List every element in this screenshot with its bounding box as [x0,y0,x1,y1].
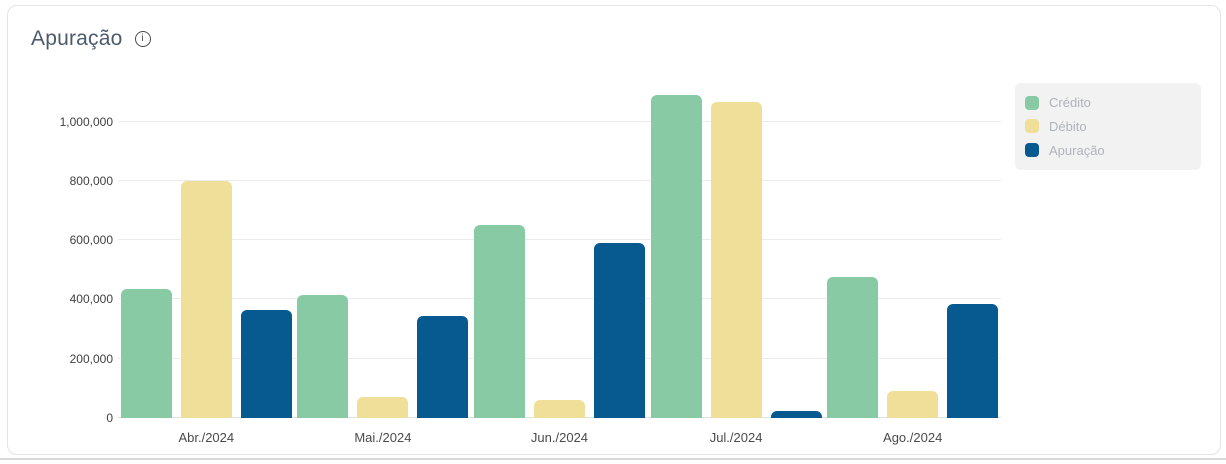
bar-credito[interactable] [650,94,702,418]
bar-debito[interactable] [357,397,409,418]
legend-item[interactable]: Apuração [1025,143,1191,158]
grid-line [118,120,1001,122]
bar-credito[interactable] [297,295,349,418]
chart-plot-area [118,92,1001,418]
x-axis-label: Ago./2024 [883,430,943,445]
page-title: Apuração [31,27,123,50]
bar-group [118,92,295,418]
x-axis-label: Abr./2024 [178,430,235,445]
legend-swatch [1025,119,1039,134]
section-divider [0,458,1226,460]
grid-line [118,298,1001,300]
bar-debito[interactable] [710,102,762,418]
y-axis: 0 200,000 400,000 600,000 800,000 1,000,000 [8,92,113,425]
bar-apuracao[interactable] [770,410,822,418]
legend-swatch [1025,143,1039,158]
legend-label: Débito [1049,118,1087,134]
bar-apuracao[interactable] [593,243,645,418]
grid-line [118,357,1001,359]
card-header: Apuração i [31,27,151,51]
info-icon[interactable]: i [134,31,151,47]
y-axis-label: 800,000 [69,173,113,188]
bar-apuracao[interactable] [240,309,292,418]
chart-legend: Crédito Débito Apuração [1015,83,1201,170]
bar-group [295,92,472,418]
legend-label: Crédito [1049,95,1091,111]
x-axis: Abr./2024 Mai./2024 Jun./2024 Jul./2024 Ago.… [118,430,1001,445]
bar-credito[interactable] [120,289,172,418]
bar-apuracao[interactable] [947,303,999,418]
legend-label: Apuração [1049,142,1105,158]
legend-item[interactable]: Crédito [1025,95,1191,110]
bar-group [824,92,1001,418]
legend-swatch [1025,95,1039,110]
x-axis-label: Jun./2024 [530,430,589,445]
bar-credito[interactable] [827,277,879,418]
bar-debito[interactable] [533,400,585,418]
x-axis-label: Jul./2024 [709,430,763,445]
y-axis-label: 0 [106,411,113,425]
bars-layer [118,92,1001,418]
bar-group [471,92,648,418]
y-axis-label: 400,000 [69,292,113,307]
x-axis-label: Mai./2024 [354,430,412,445]
bar-group [648,92,825,418]
bar-debito[interactable] [180,180,232,418]
y-axis-label: 1,000,000 [59,114,113,129]
legend-item[interactable]: Débito [1025,119,1191,134]
bar-apuracao[interactable] [417,315,469,418]
bar-debito[interactable] [887,391,939,418]
bar-credito[interactable] [473,225,525,418]
apuracao-card: Apuração i 0 200,000 400,000 600,000 800,000… [7,5,1221,455]
y-axis-label: 200,000 [69,351,113,366]
grid-line [118,179,1001,181]
y-axis-label: 600,000 [69,233,113,248]
grid-line [118,239,1001,241]
